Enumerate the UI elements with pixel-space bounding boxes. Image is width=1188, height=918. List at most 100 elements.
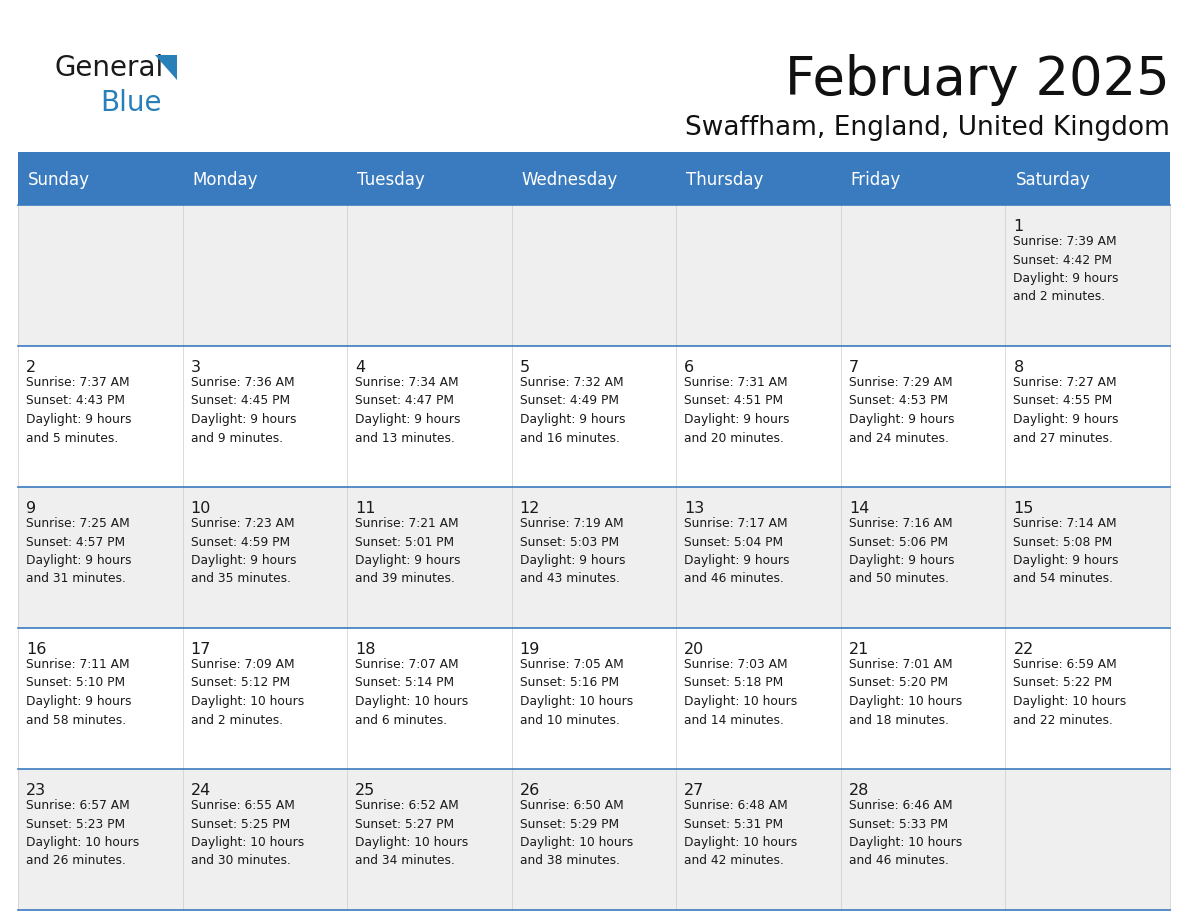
Text: 13: 13 bbox=[684, 501, 704, 516]
Text: Sunset: 4:43 PM: Sunset: 4:43 PM bbox=[26, 395, 125, 408]
Text: and 9 minutes.: and 9 minutes. bbox=[190, 431, 283, 444]
Polygon shape bbox=[154, 55, 177, 80]
Text: Sunset: 5:16 PM: Sunset: 5:16 PM bbox=[519, 677, 619, 689]
Text: and 30 minutes.: and 30 minutes. bbox=[190, 855, 290, 868]
Bar bbox=[18, 152, 1170, 158]
Text: Sunrise: 7:32 AM: Sunrise: 7:32 AM bbox=[519, 376, 624, 389]
Text: Sunrise: 7:27 AM: Sunrise: 7:27 AM bbox=[1013, 376, 1117, 389]
Text: 7: 7 bbox=[849, 360, 859, 375]
Text: Sunset: 5:04 PM: Sunset: 5:04 PM bbox=[684, 535, 783, 548]
Text: Sunrise: 7:17 AM: Sunrise: 7:17 AM bbox=[684, 517, 788, 530]
Text: and 13 minutes.: and 13 minutes. bbox=[355, 431, 455, 444]
Text: and 20 minutes.: and 20 minutes. bbox=[684, 431, 784, 444]
Text: February 2025: February 2025 bbox=[785, 54, 1170, 106]
Text: and 24 minutes.: and 24 minutes. bbox=[849, 431, 949, 444]
Text: Sunset: 5:14 PM: Sunset: 5:14 PM bbox=[355, 677, 454, 689]
Text: Daylight: 10 hours: Daylight: 10 hours bbox=[190, 836, 304, 849]
Bar bbox=[18, 769, 1170, 910]
Bar bbox=[18, 205, 1170, 346]
Bar bbox=[18, 155, 1170, 205]
Text: and 22 minutes.: and 22 minutes. bbox=[1013, 713, 1113, 726]
Text: and 14 minutes.: and 14 minutes. bbox=[684, 713, 784, 726]
Text: Daylight: 9 hours: Daylight: 9 hours bbox=[26, 695, 132, 708]
Text: 6: 6 bbox=[684, 360, 695, 375]
Text: Sunrise: 7:36 AM: Sunrise: 7:36 AM bbox=[190, 376, 295, 389]
Text: Wednesday: Wednesday bbox=[522, 171, 618, 189]
Text: Daylight: 10 hours: Daylight: 10 hours bbox=[684, 695, 797, 708]
Text: Daylight: 9 hours: Daylight: 9 hours bbox=[519, 554, 625, 567]
Text: Sunset: 5:06 PM: Sunset: 5:06 PM bbox=[849, 535, 948, 548]
Text: 26: 26 bbox=[519, 783, 541, 798]
Text: and 42 minutes.: and 42 minutes. bbox=[684, 855, 784, 868]
Text: Thursday: Thursday bbox=[687, 171, 764, 189]
Text: 24: 24 bbox=[190, 783, 210, 798]
Text: Monday: Monday bbox=[192, 171, 258, 189]
Text: Sunset: 5:27 PM: Sunset: 5:27 PM bbox=[355, 818, 454, 831]
Text: 4: 4 bbox=[355, 360, 365, 375]
Text: Sunrise: 6:52 AM: Sunrise: 6:52 AM bbox=[355, 799, 459, 812]
Text: Daylight: 9 hours: Daylight: 9 hours bbox=[355, 413, 461, 426]
Text: Blue: Blue bbox=[100, 89, 162, 117]
Text: Sunset: 5:20 PM: Sunset: 5:20 PM bbox=[849, 677, 948, 689]
Text: Sunset: 5:03 PM: Sunset: 5:03 PM bbox=[519, 535, 619, 548]
Bar bbox=[18, 346, 1170, 487]
Text: Sunrise: 7:23 AM: Sunrise: 7:23 AM bbox=[190, 517, 295, 530]
Text: and 18 minutes.: and 18 minutes. bbox=[849, 713, 949, 726]
Text: Daylight: 9 hours: Daylight: 9 hours bbox=[190, 413, 296, 426]
Text: and 26 minutes.: and 26 minutes. bbox=[26, 855, 126, 868]
Text: and 2 minutes.: and 2 minutes. bbox=[1013, 290, 1106, 304]
Text: Sunset: 5:22 PM: Sunset: 5:22 PM bbox=[1013, 677, 1112, 689]
Text: 19: 19 bbox=[519, 642, 541, 657]
Text: 2: 2 bbox=[26, 360, 36, 375]
Text: General: General bbox=[55, 54, 164, 82]
Text: and 38 minutes.: and 38 minutes. bbox=[519, 855, 620, 868]
Text: Sunday: Sunday bbox=[29, 171, 90, 189]
Text: 8: 8 bbox=[1013, 360, 1024, 375]
Text: 11: 11 bbox=[355, 501, 375, 516]
Text: Sunset: 4:47 PM: Sunset: 4:47 PM bbox=[355, 395, 454, 408]
Text: Sunrise: 7:05 AM: Sunrise: 7:05 AM bbox=[519, 658, 624, 671]
Text: and 35 minutes.: and 35 minutes. bbox=[190, 573, 291, 586]
Text: 14: 14 bbox=[849, 501, 870, 516]
Text: and 31 minutes.: and 31 minutes. bbox=[26, 573, 126, 586]
Text: Sunset: 4:51 PM: Sunset: 4:51 PM bbox=[684, 395, 783, 408]
Text: Sunset: 5:29 PM: Sunset: 5:29 PM bbox=[519, 818, 619, 831]
Text: 18: 18 bbox=[355, 642, 375, 657]
Text: Daylight: 10 hours: Daylight: 10 hours bbox=[849, 836, 962, 849]
Text: Sunrise: 7:21 AM: Sunrise: 7:21 AM bbox=[355, 517, 459, 530]
Text: Daylight: 10 hours: Daylight: 10 hours bbox=[190, 695, 304, 708]
Text: 22: 22 bbox=[1013, 642, 1034, 657]
Text: Daylight: 9 hours: Daylight: 9 hours bbox=[684, 413, 790, 426]
Text: Sunrise: 7:19 AM: Sunrise: 7:19 AM bbox=[519, 517, 624, 530]
Text: Daylight: 9 hours: Daylight: 9 hours bbox=[355, 554, 461, 567]
Text: and 16 minutes.: and 16 minutes. bbox=[519, 431, 620, 444]
Text: 25: 25 bbox=[355, 783, 375, 798]
Text: Sunset: 4:53 PM: Sunset: 4:53 PM bbox=[849, 395, 948, 408]
Text: 9: 9 bbox=[26, 501, 36, 516]
Text: Daylight: 9 hours: Daylight: 9 hours bbox=[849, 554, 954, 567]
Text: Sunrise: 7:39 AM: Sunrise: 7:39 AM bbox=[1013, 235, 1117, 248]
Text: and 2 minutes.: and 2 minutes. bbox=[190, 713, 283, 726]
Text: Daylight: 9 hours: Daylight: 9 hours bbox=[1013, 272, 1119, 285]
Text: Daylight: 10 hours: Daylight: 10 hours bbox=[26, 836, 139, 849]
Text: Daylight: 9 hours: Daylight: 9 hours bbox=[519, 413, 625, 426]
Text: Sunset: 5:01 PM: Sunset: 5:01 PM bbox=[355, 535, 454, 548]
Text: Sunrise: 6:48 AM: Sunrise: 6:48 AM bbox=[684, 799, 788, 812]
Text: Swaffham, England, United Kingdom: Swaffham, England, United Kingdom bbox=[685, 115, 1170, 141]
Text: 5: 5 bbox=[519, 360, 530, 375]
Text: Sunrise: 7:31 AM: Sunrise: 7:31 AM bbox=[684, 376, 788, 389]
Text: 15: 15 bbox=[1013, 501, 1034, 516]
Text: Sunrise: 7:34 AM: Sunrise: 7:34 AM bbox=[355, 376, 459, 389]
Text: and 43 minutes.: and 43 minutes. bbox=[519, 573, 620, 586]
Text: Sunset: 4:57 PM: Sunset: 4:57 PM bbox=[26, 535, 125, 548]
Text: Sunset: 5:33 PM: Sunset: 5:33 PM bbox=[849, 818, 948, 831]
Text: and 46 minutes.: and 46 minutes. bbox=[684, 573, 784, 586]
Text: and 27 minutes.: and 27 minutes. bbox=[1013, 431, 1113, 444]
Text: 12: 12 bbox=[519, 501, 541, 516]
Text: and 5 minutes.: and 5 minutes. bbox=[26, 431, 119, 444]
Text: Sunset: 4:45 PM: Sunset: 4:45 PM bbox=[190, 395, 290, 408]
Text: Daylight: 9 hours: Daylight: 9 hours bbox=[1013, 413, 1119, 426]
Text: 16: 16 bbox=[26, 642, 46, 657]
Text: Sunset: 5:12 PM: Sunset: 5:12 PM bbox=[190, 677, 290, 689]
Text: 23: 23 bbox=[26, 783, 46, 798]
